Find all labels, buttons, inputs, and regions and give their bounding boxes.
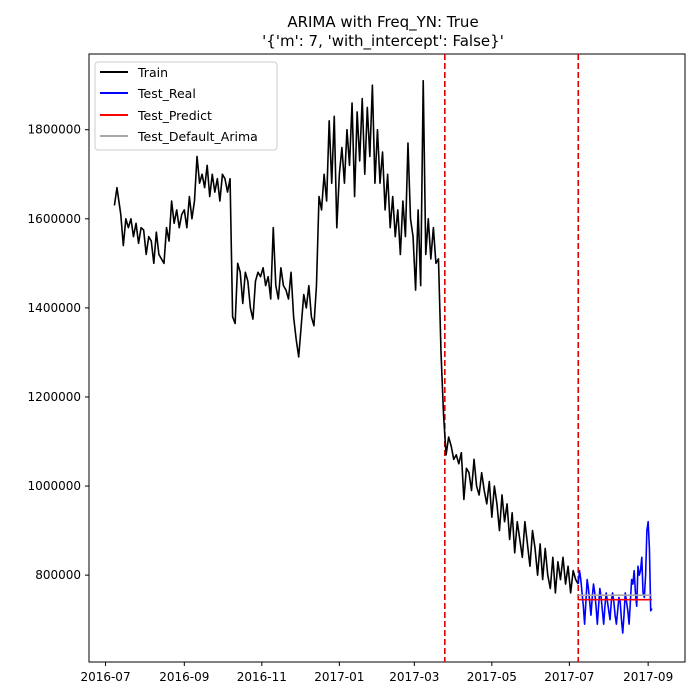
- x-tick-label: 2017-03: [389, 670, 439, 684]
- legend: Train Test_Real Test_Predict Test_Defaul…: [94, 61, 278, 151]
- chart-title: ARIMA with Freq_YN: True: [287, 13, 478, 32]
- y-tick-label: 1600000: [28, 212, 81, 226]
- vlines-layer: [444, 54, 580, 662]
- y-tick-label: 1000000: [28, 479, 81, 493]
- legend-box: [94, 61, 278, 151]
- series-layer: [113, 79, 653, 634]
- x-tick-label: 2016-09: [159, 670, 209, 684]
- legend-label-test-predict: Test_Predict: [137, 108, 212, 123]
- plot-frame: [88, 53, 686, 663]
- plot-area: [88, 53, 686, 663]
- legend-label-test-default-arima: Test_Default_Arima: [137, 129, 258, 144]
- chart-subtitle: '{'m': 7, 'with_intercept': False}': [262, 32, 504, 51]
- x-axis: 2016-07 2016-09 2016-11 2017-01 2017-03 2017-…: [80, 662, 673, 684]
- legend-label-train: Train: [137, 65, 168, 80]
- y-tick-label: 1400000: [28, 301, 81, 315]
- x-tick-label: 2017-01: [314, 670, 364, 684]
- x-tick-label: 2017-05: [467, 670, 517, 684]
- y-tick-label: 800000: [35, 568, 81, 582]
- series-train-line: [113, 79, 579, 594]
- series-test-real-line: [577, 520, 653, 634]
- x-tick-label: 2017-09: [623, 670, 673, 684]
- legend-label-test-real: Test_Real: [137, 86, 196, 101]
- y-tick-label: 1200000: [28, 390, 81, 404]
- x-tick-label: 2016-11: [237, 670, 287, 684]
- y-tick-label: 1800000: [28, 123, 81, 137]
- y-axis: 800000 1000000 1200000 1400000 1600000 180000…: [28, 123, 89, 582]
- x-tick-label: 2017-07: [544, 670, 594, 684]
- x-tick-label: 2016-07: [80, 670, 130, 684]
